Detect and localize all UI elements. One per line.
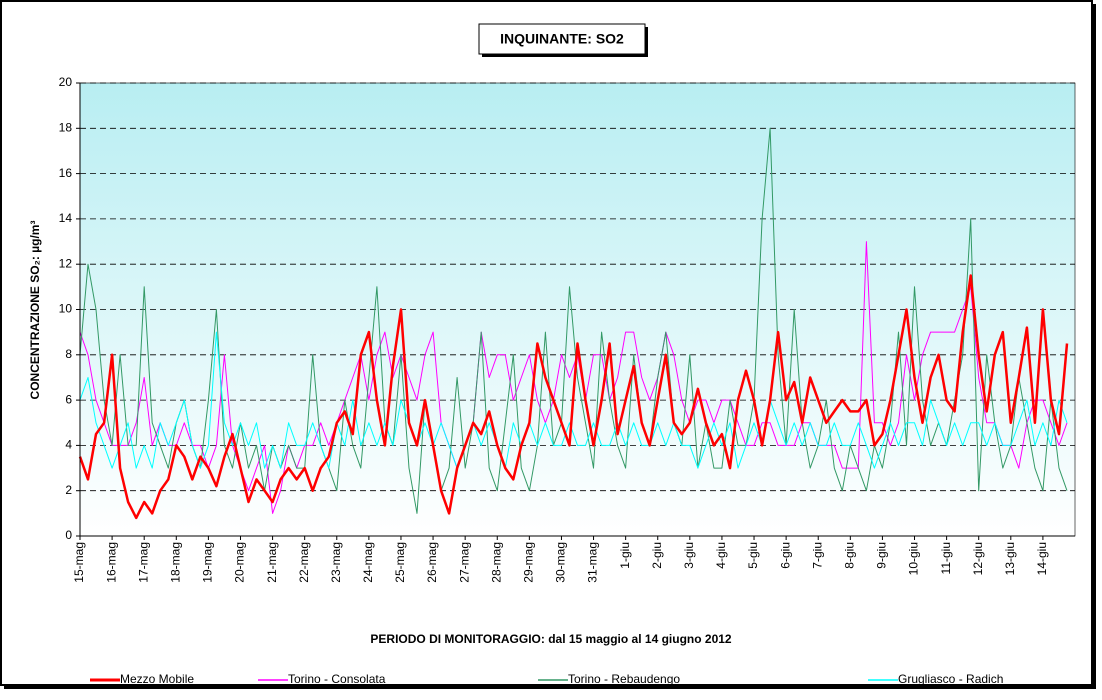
x-tick-label: 14-giu bbox=[1035, 542, 1049, 575]
legend-label: Torino - Consolata bbox=[288, 672, 386, 686]
chart-title: INQUINANTE: SO2 bbox=[500, 31, 624, 47]
y-tick-label: 2 bbox=[65, 483, 72, 497]
x-tick-label: 6-giu bbox=[778, 542, 792, 569]
x-tick-label: 7-giu bbox=[810, 542, 824, 569]
series-line bbox=[78, 274, 1069, 520]
legend-label: Grugliasco - Radich bbox=[898, 672, 1003, 686]
x-tick-label: 30-mag bbox=[554, 542, 568, 583]
x-tick-label: 13-giu bbox=[1003, 542, 1017, 575]
x-tick-label: 18-mag bbox=[168, 542, 182, 583]
x-tick-label: 16-mag bbox=[104, 542, 118, 583]
x-tick-label: 20-mag bbox=[233, 542, 247, 583]
series-line bbox=[79, 331, 1068, 469]
y-tick-label: 4 bbox=[65, 438, 72, 452]
x-tick-label: 26-mag bbox=[425, 542, 439, 583]
y-tick-label: 18 bbox=[59, 120, 73, 134]
x-tick-label: 28-mag bbox=[489, 542, 503, 583]
x-tick-label: 11-giu bbox=[939, 542, 953, 574]
x-tick-label: 10-giu bbox=[907, 542, 921, 575]
x-tick-label: 27-mag bbox=[457, 542, 471, 583]
y-tick-label: 20 bbox=[59, 75, 73, 89]
y-tick-label: 8 bbox=[65, 347, 72, 361]
x-tick-label: 25-mag bbox=[393, 542, 407, 583]
x-tick-label: 3-giu bbox=[682, 542, 696, 569]
x-tick-label: 29-mag bbox=[522, 542, 536, 583]
y-tick-label: 16 bbox=[59, 166, 73, 180]
x-tick-label: 17-mag bbox=[136, 542, 150, 583]
y-tick-label: 0 bbox=[65, 528, 72, 542]
legend-label: Torino - Rebaudengo bbox=[568, 672, 680, 686]
x-tick-label: 12-giu bbox=[971, 542, 985, 575]
axes: 0 2 4 6 8 10 12 14 16 18 20 15-mag 16-mag 17-mag 18-ma… bbox=[59, 75, 1076, 583]
x-tick-label: 22-mag bbox=[297, 542, 311, 583]
series-line bbox=[79, 127, 1068, 514]
y-tick-label: 14 bbox=[59, 211, 73, 225]
x-tick-label: 21-mag bbox=[265, 542, 279, 583]
x-tick-label: 9-giu bbox=[875, 542, 889, 569]
plot-border bbox=[79, 82, 1076, 537]
title-box bbox=[478, 23, 646, 55]
x-tick-label: 15-mag bbox=[72, 542, 86, 583]
series-group bbox=[78, 127, 1069, 520]
y-tick-label: 12 bbox=[59, 256, 73, 270]
x-tick-label: 2-giu bbox=[650, 542, 664, 569]
x-tick-label: 8-giu bbox=[842, 542, 856, 569]
legend-label: Mezzo Mobile bbox=[120, 672, 194, 686]
x-axis-title: PERIODO DI MONITORAGGIO: dal 15 maggio a… bbox=[370, 632, 732, 646]
y-tick-label: 6 bbox=[65, 392, 72, 406]
x-tick-label: 5-giu bbox=[746, 542, 760, 569]
x-tick-label: 31-mag bbox=[586, 542, 600, 583]
x-tick-label: 23-mag bbox=[329, 542, 343, 583]
x-tick-label: 24-mag bbox=[361, 542, 375, 583]
y-axis-title: CONCENTRAZIONE SO₂: µg/m³ bbox=[28, 221, 42, 400]
x-tick-label: 1-giu bbox=[618, 542, 632, 569]
y-tick-label: 10 bbox=[59, 302, 73, 316]
x-tick-label: 19-mag bbox=[201, 542, 215, 583]
x-tick-label: 4-giu bbox=[714, 542, 728, 569]
